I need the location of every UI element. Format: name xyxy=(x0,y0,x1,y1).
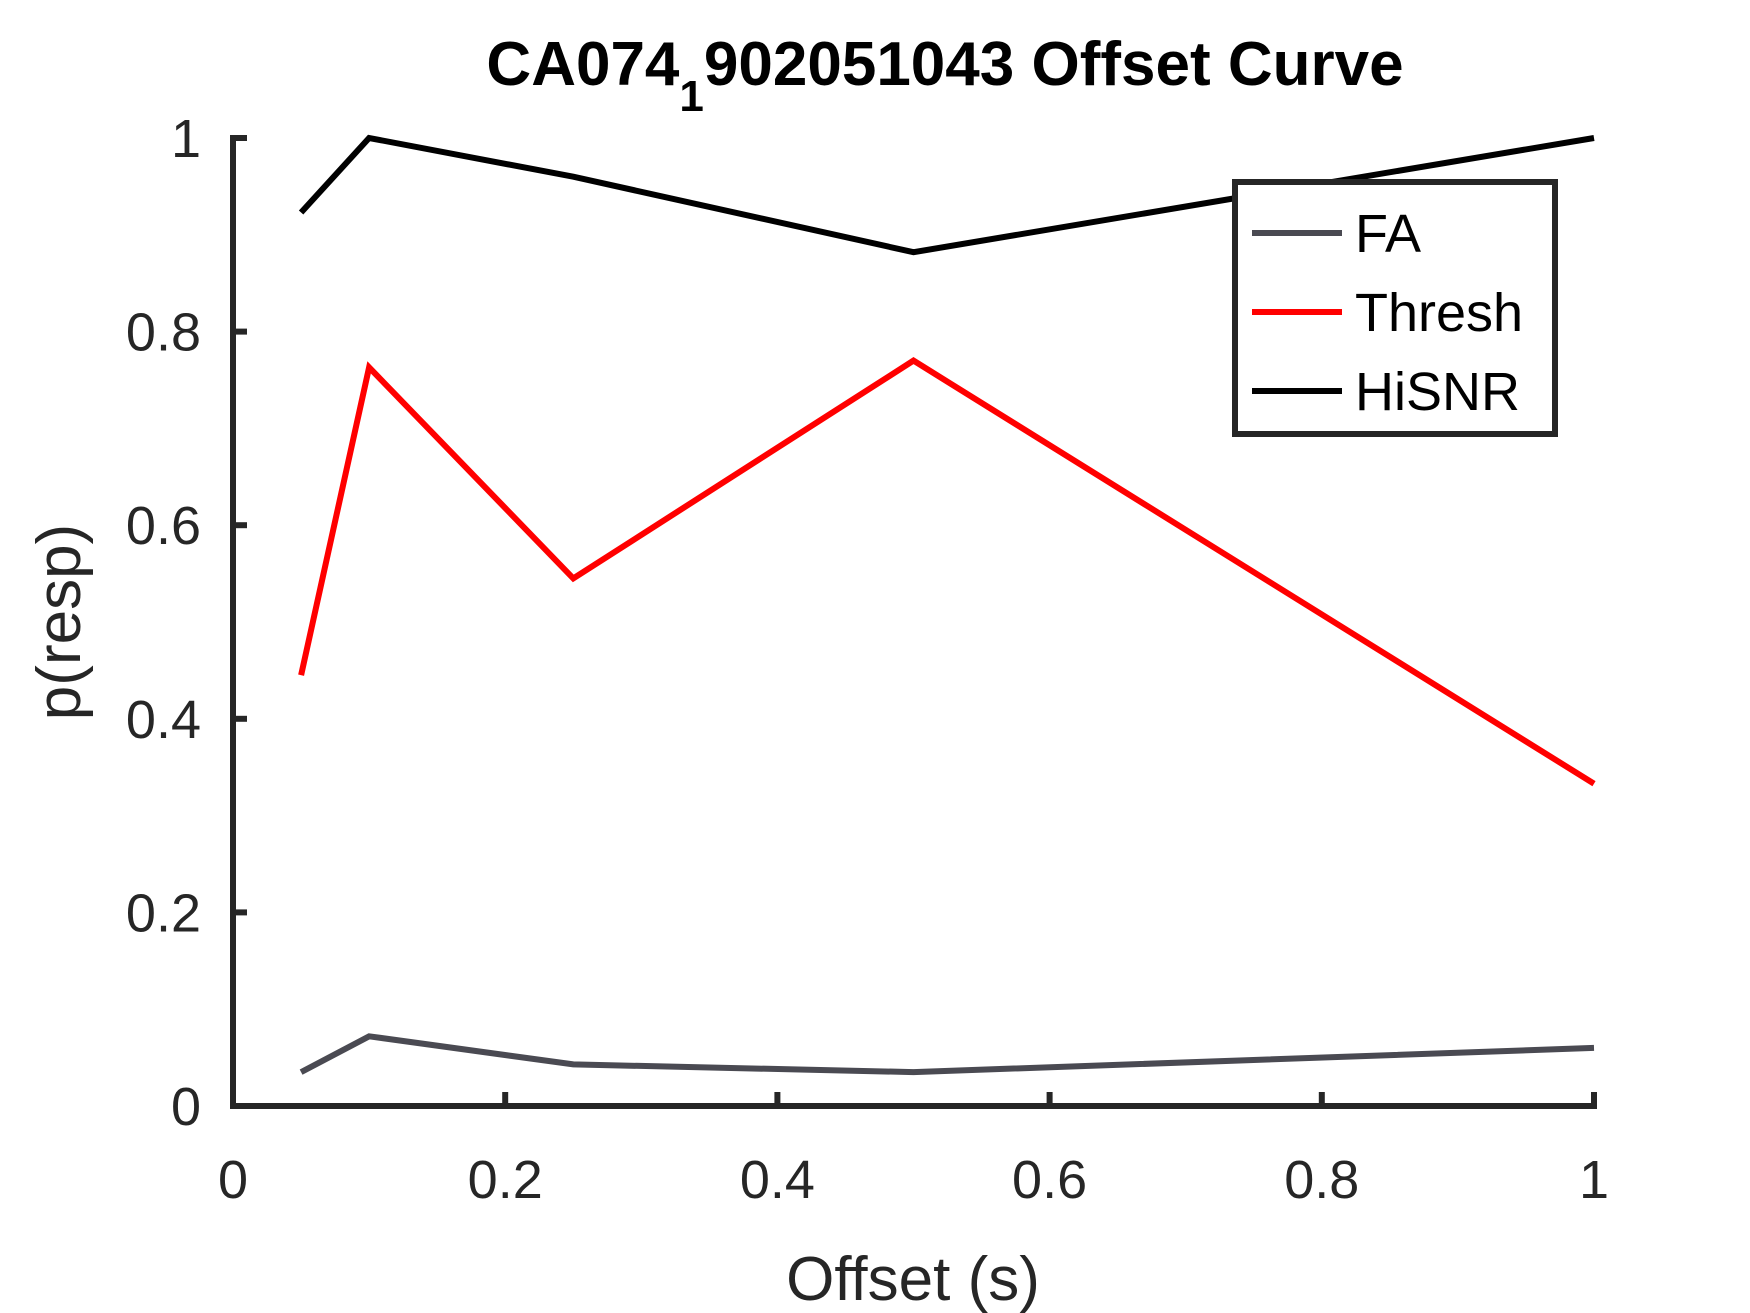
chart-title: CA0741902051043 Offset Curve xyxy=(486,30,1403,121)
y-axis-label: p(resp) xyxy=(25,524,94,720)
chart-title-main: CA074 xyxy=(486,30,680,99)
chart-title-subscript: 1 xyxy=(679,72,703,121)
legend: FA Thresh HiSNR xyxy=(1232,179,1558,437)
x-tick-label: 0 xyxy=(218,1150,248,1210)
legend-label-thresh: Thresh xyxy=(1355,283,1523,343)
y-tick-label: 0.8 xyxy=(126,303,201,363)
x-tick-label: 0.6 xyxy=(1012,1150,1087,1210)
x-axis-label: Offset (s) xyxy=(786,1245,1040,1313)
y-tick-label: 0 xyxy=(171,1077,201,1137)
x-tick-label: 0.8 xyxy=(1284,1150,1359,1210)
y-tick-label: 0.2 xyxy=(126,883,201,943)
ticks: 0 0.2 0.4 0.6 0.8 1 0 0.2 0.4 0.6 0.8 1 xyxy=(126,109,1609,1210)
x-tick-label: 0.4 xyxy=(740,1150,815,1210)
series-line-thresh xyxy=(298,357,1596,787)
series-layer xyxy=(298,134,1596,1076)
chart-title-rest: 902051043 Offset Curve xyxy=(704,30,1404,99)
y-tick-label: 0.6 xyxy=(126,496,201,556)
x-tick-label: 0.2 xyxy=(468,1150,543,1210)
y-tick-label: 1 xyxy=(171,109,201,169)
x-tick-label: 1 xyxy=(1579,1150,1609,1210)
series-line-hisnr xyxy=(298,134,1595,256)
legend-label-hisnr: HiSNR xyxy=(1355,362,1520,422)
y-tick-label: 0.4 xyxy=(126,690,201,750)
axes xyxy=(230,135,1597,1109)
legend-items: FA Thresh HiSNR xyxy=(1252,204,1523,422)
legend-label-fa: FA xyxy=(1355,204,1421,264)
series-line-fa xyxy=(299,1033,1595,1076)
